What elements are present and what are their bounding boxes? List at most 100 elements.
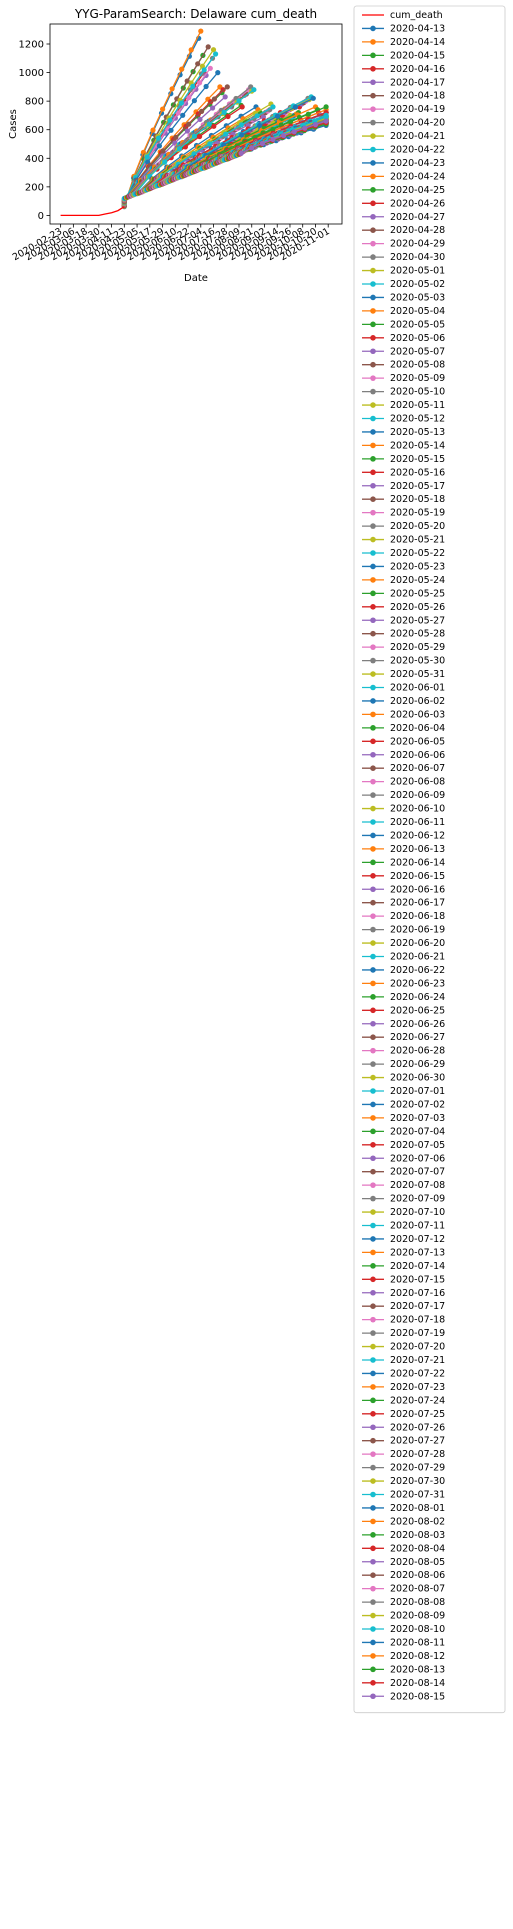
- legend-marker-2020-06-17: [370, 899, 376, 906]
- y-axis: 0 200 400 600 800 1000 1200: [19, 40, 50, 222]
- legend-marker-2020-05-12: [370, 415, 376, 422]
- legend-marker-2020-07-29: [370, 1464, 376, 1471]
- forecast-point-2020-04-22-2: [144, 154, 150, 160]
- legend-marker-2020-06-29: [370, 1061, 376, 1067]
- legend-marker-2020-06-02: [370, 698, 376, 704]
- legend-label-2020-05-02: 2020-05-02: [390, 279, 445, 290]
- legend-label-2020-06-17: 2020-06-17: [390, 898, 445, 909]
- forecast-point-2020-06-24-6: [287, 119, 294, 125]
- legend-marker-2020-07-17: [370, 1303, 376, 1309]
- forecast-point-2020-05-12-6: [221, 109, 227, 115]
- forecast-point-2020-08-10-8: [323, 114, 329, 120]
- forecast-point-2020-06-12-8: [310, 95, 316, 101]
- legend-marker-2020-04-28: [370, 227, 376, 233]
- legend-label-2020-05-10: 2020-05-10: [390, 387, 445, 398]
- forecast-point-2020-04-14-6: [179, 66, 185, 72]
- legend-label-2020-06-27: 2020-06-27: [390, 1032, 445, 1043]
- forecast-point-2020-04-22-6: [190, 83, 196, 89]
- legend-label-2020-07-08: 2020-07-08: [390, 1180, 445, 1191]
- legend-marker-2020-06-26: [370, 1020, 376, 1027]
- legend-label-2020-05-15: 2020-05-15: [390, 454, 445, 465]
- legend-label-2020-06-03: 2020-06-03: [390, 709, 445, 720]
- legend-label-2020-05-16: 2020-05-16: [390, 467, 445, 478]
- legend-label-2020-07-25: 2020-07-25: [390, 1409, 445, 1420]
- legend-label-2020-08-01: 2020-08-01: [390, 1503, 445, 1514]
- forecast-point-2020-04-18-6: [184, 78, 190, 84]
- legend-label-2020-05-05: 2020-05-05: [390, 319, 445, 330]
- legend-marker-2020-05-23: [370, 563, 376, 570]
- legend-label-2020-04-17: 2020-04-17: [390, 77, 445, 88]
- legend-label-2020-04-23: 2020-04-23: [390, 158, 445, 169]
- forecast-point-2020-06-12-7: [292, 104, 298, 110]
- legend-marker-2020-08-10: [370, 1626, 376, 1632]
- legend-label-2020-06-22: 2020-06-22: [390, 965, 445, 976]
- legend-marker-2020-05-11: [370, 402, 376, 408]
- legend-label-2020-05-30: 2020-05-30: [390, 656, 445, 667]
- legend-marker-2020-05-19: [370, 509, 376, 516]
- legend-marker-2020-05-02: [370, 281, 376, 287]
- forecast-point-2020-04-28-4: [173, 134, 179, 140]
- forecast-point-2020-05-12-5: [206, 121, 212, 127]
- forecast-point-2020-05-22-6: [238, 122, 244, 128]
- forecast-point-2020-05-12-4: [191, 133, 197, 139]
- legend-marker-2020-04-24: [370, 173, 376, 180]
- legend-label-2020-07-14: 2020-07-14: [390, 1261, 445, 1272]
- legend-label-2020-07-03: 2020-07-03: [390, 1113, 445, 1124]
- forecast-point-2020-05-12-2: [162, 159, 168, 165]
- legend-label-2020-06-28: 2020-06-28: [390, 1046, 445, 1057]
- legend-marker-2020-06-14: [370, 859, 376, 866]
- x-axis-label: Date: [184, 273, 208, 284]
- legend-label-2020-07-10: 2020-07-10: [390, 1207, 445, 1218]
- legend-marker-2020-08-02: [370, 1518, 376, 1525]
- forecast-point-2020-04-28-8: [224, 84, 230, 90]
- legend-label-2020-08-15: 2020-08-15: [390, 1691, 445, 1702]
- legend-label-2020-08-02: 2020-08-02: [390, 1516, 445, 1527]
- legend-marker-2020-04-27: [370, 213, 376, 220]
- legend-label-2020-07-22: 2020-07-22: [390, 1368, 445, 1379]
- legend-label-2020-04-14: 2020-04-14: [390, 37, 445, 48]
- legend-marker-2020-06-01: [370, 684, 376, 691]
- legend-label-2020-05-04: 2020-05-04: [390, 306, 445, 317]
- legend-marker-2020-06-25: [370, 1007, 376, 1014]
- legend-marker-2020-07-19: [370, 1330, 376, 1336]
- forecast-point-2020-04-22-7: [201, 67, 207, 73]
- legend-label-2020-04-27: 2020-04-27: [390, 212, 445, 223]
- forecast-point-2020-04-22-8: [213, 51, 219, 57]
- legend-label-2020-07-16: 2020-07-16: [390, 1288, 445, 1299]
- forecast-point-2020-04-28-6: [199, 108, 205, 114]
- forecast-point-2020-05-06-5: [197, 133, 203, 140]
- y-tick-label-800: 800: [25, 97, 44, 108]
- legend-label-2020-06-15: 2020-06-15: [390, 871, 445, 882]
- legend-marker-2020-06-24: [370, 994, 376, 1000]
- forecast-point-2020-04-28-7: [211, 96, 217, 102]
- legend-label-2020-07-17: 2020-07-17: [390, 1301, 445, 1312]
- legend-label-2020-06-18: 2020-06-18: [390, 911, 445, 922]
- forecast-point-2020-08-15-3: [270, 136, 276, 142]
- legend-label-2020-07-28: 2020-07-28: [390, 1449, 445, 1460]
- forecast-point-2020-04-27-8: [222, 94, 228, 100]
- legend-label-2020-06-11: 2020-06-11: [390, 817, 445, 828]
- legend-label-2020-06-19: 2020-06-19: [390, 925, 445, 936]
- legend-marker-2020-04-23: [370, 160, 376, 166]
- forecast-point-2020-05-06-8: [239, 104, 245, 110]
- forecast-point-2020-05-22-8: [270, 104, 276, 110]
- plot-area: [60, 28, 329, 217]
- y-tick-label-1000: 1000: [19, 68, 44, 79]
- legend-marker-2020-05-08: [370, 361, 376, 368]
- forecast-point-2020-08-15-8: [323, 118, 329, 124]
- legend: cum_death 2020-04-13 2020-04-14 2020-04-15 2…: [353, 5, 506, 1714]
- legend-marker-2020-06-09: [370, 792, 376, 798]
- forecast-point-2020-05-06-6: [211, 123, 217, 129]
- legend-marker-2020-06-11: [370, 819, 376, 825]
- legend-marker-2020-05-07: [370, 348, 376, 355]
- forecast-point-2020-04-14-8: [198, 28, 204, 34]
- legend-label-2020-04-19: 2020-04-19: [390, 104, 445, 115]
- legend-marker-2020-08-04: [370, 1545, 376, 1552]
- forecast-point-2020-04-22-5: [178, 100, 184, 106]
- legend-label-2020-05-08: 2020-05-08: [390, 360, 445, 371]
- legend-frame: [353, 5, 506, 1714]
- y-tick-label-600: 600: [25, 125, 44, 136]
- legend-label-2020-04-15: 2020-04-15: [390, 50, 445, 61]
- forecast-point-2020-08-15-4: [281, 132, 287, 139]
